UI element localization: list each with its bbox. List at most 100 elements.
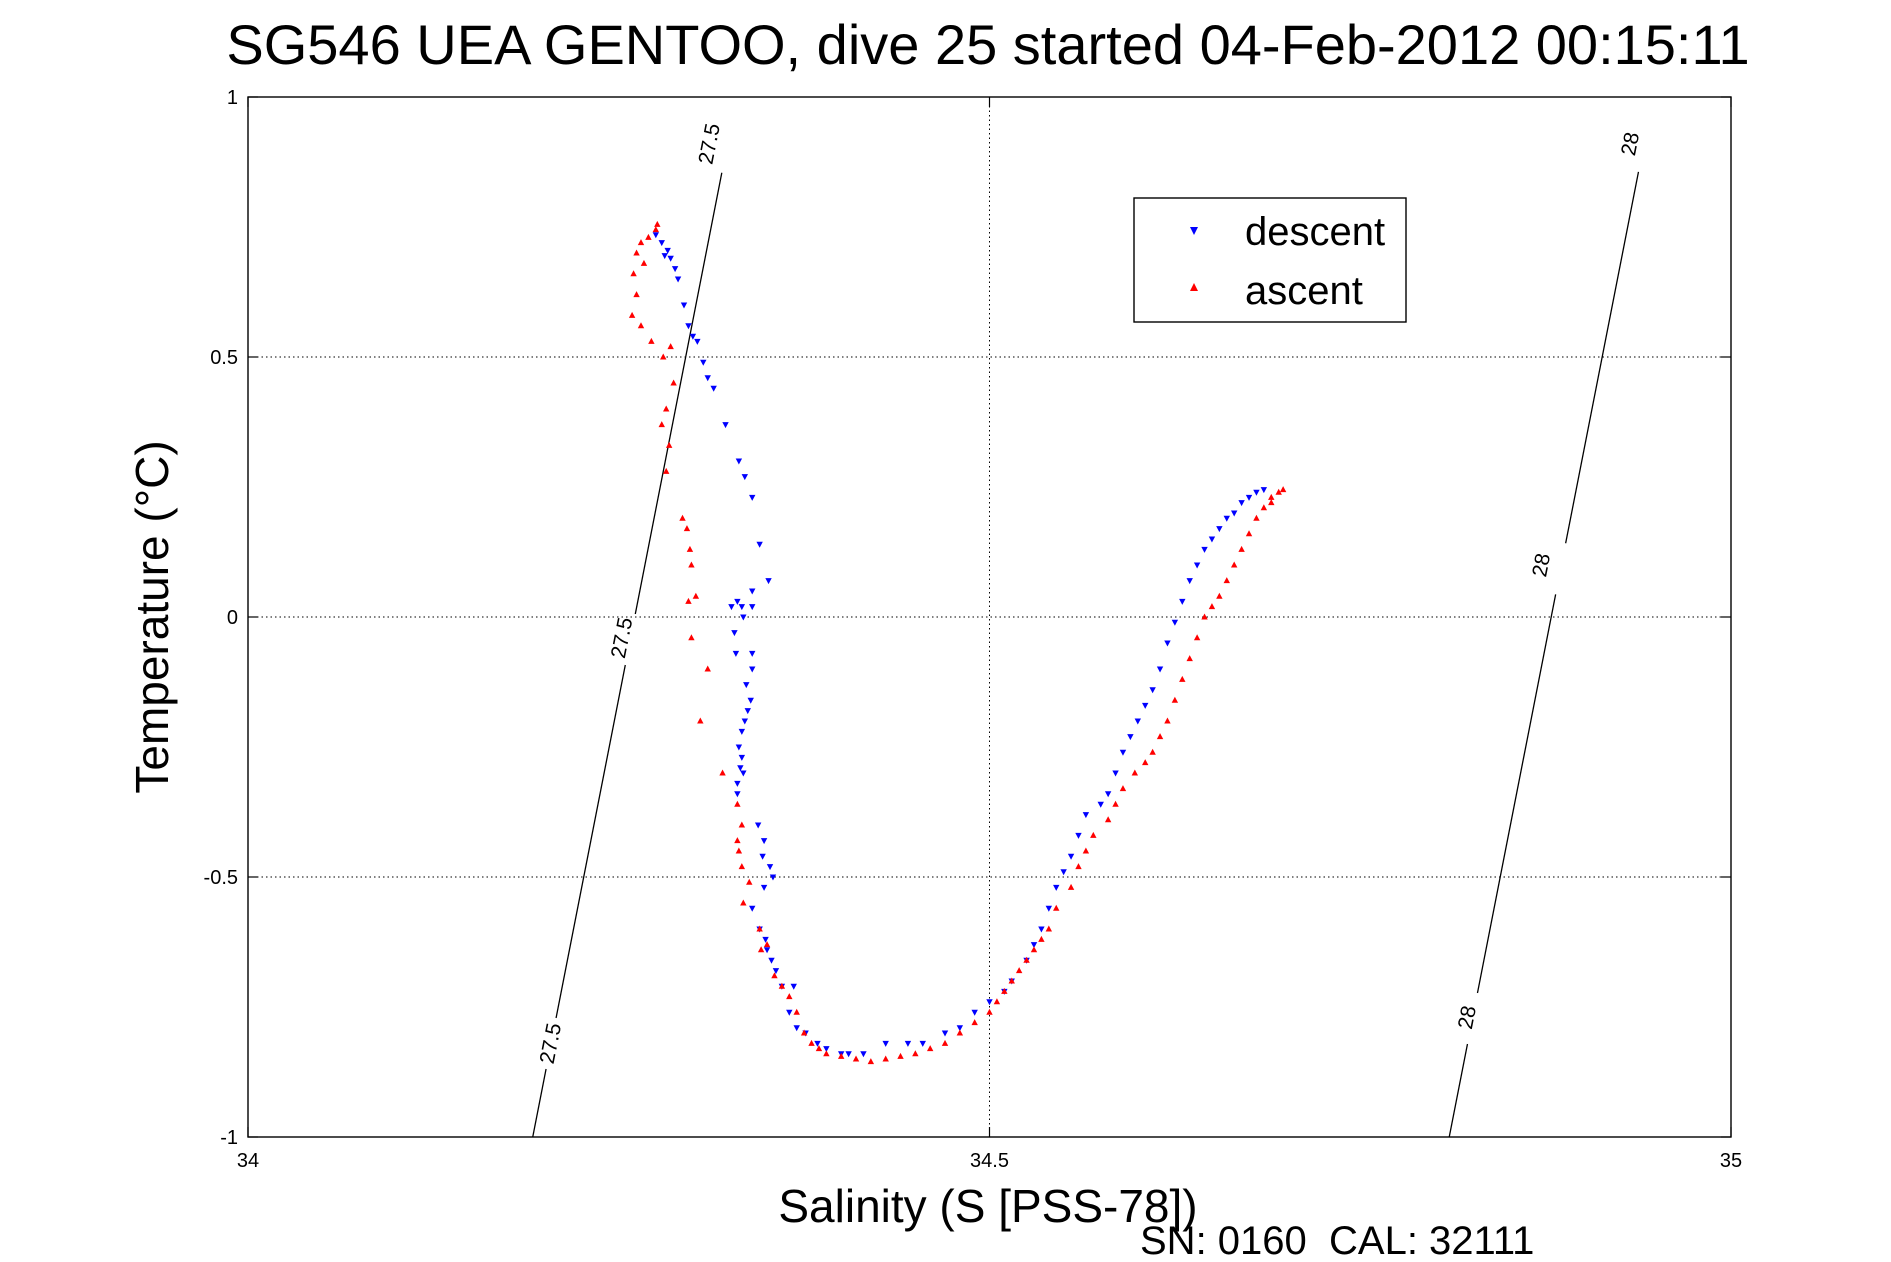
- descent-point: [664, 247, 671, 254]
- ascent-point: [1104, 816, 1112, 823]
- ascent-point: [971, 1019, 978, 1026]
- descent-point: [1082, 812, 1090, 819]
- ascent-point: [633, 291, 640, 298]
- ascent-point: [1001, 987, 1008, 994]
- tick-layer: 34 34.5 35 1 0.5 0 -0.5 -1: [204, 87, 1743, 1172]
- descent-point: [731, 630, 738, 637]
- descent-point: [671, 266, 679, 273]
- ascent-point: [763, 941, 771, 948]
- ascent-point: [648, 337, 655, 344]
- descent-point: [747, 697, 754, 704]
- descent-point: [971, 1009, 978, 1016]
- x-tick-label: 34: [237, 1150, 259, 1172]
- ascent-point: [692, 592, 700, 599]
- ascent-point: [838, 1052, 845, 1059]
- ascent-point: [1186, 655, 1193, 662]
- descent-point: [1179, 598, 1186, 605]
- ascent-point: [1201, 613, 1208, 620]
- ascent-point: [1279, 486, 1287, 493]
- ascent-point: [1275, 488, 1282, 495]
- ascent-point: [628, 311, 636, 318]
- ascent-point: [897, 1052, 904, 1059]
- descent-point: [756, 541, 763, 548]
- descent-point: [722, 422, 729, 429]
- legend-box: [1133, 197, 1407, 323]
- ascent-point: [1038, 935, 1045, 942]
- descent-point: [689, 333, 697, 340]
- ascent-point: [786, 993, 793, 1000]
- descent-point: [652, 232, 660, 239]
- density-contour-line: [1565, 171, 1640, 544]
- descent-point: [1142, 702, 1149, 709]
- ascent-point: [1164, 717, 1171, 724]
- ascent-point: [1082, 847, 1090, 854]
- descent-point: [1112, 770, 1119, 777]
- descent-point: [661, 253, 668, 260]
- ascent-point: [697, 717, 704, 724]
- ascent-point: [1268, 499, 1275, 506]
- ascent-point: [1179, 675, 1186, 682]
- ascent-point: [941, 1039, 949, 1046]
- descent-point: [1171, 619, 1179, 626]
- ascent-point: [683, 525, 691, 532]
- descent-point: [749, 604, 756, 611]
- descent-point: [754, 822, 762, 829]
- descent-point: [790, 983, 797, 990]
- legend-marker-descent: [1190, 227, 1198, 235]
- ascent-point: [637, 239, 645, 246]
- ascent-point: [1030, 946, 1038, 953]
- descent-point: [710, 385, 717, 392]
- descent-point: [1045, 905, 1053, 912]
- descent-point: [1104, 791, 1112, 798]
- ascent-point: [719, 769, 726, 776]
- ascent-point: [756, 925, 763, 932]
- descent-point: [1097, 801, 1104, 808]
- descent-point: [700, 359, 707, 366]
- descent-point: [768, 957, 775, 964]
- ascent-point: [1149, 748, 1156, 755]
- descent-point: [749, 588, 756, 595]
- descent-point: [1216, 526, 1223, 533]
- ascent-point: [1223, 577, 1230, 584]
- ascent-point: [757, 946, 765, 953]
- descent-point: [734, 791, 741, 798]
- ascent-point: [808, 1039, 815, 1046]
- ascent-point: [823, 1050, 830, 1057]
- descent-point: [1053, 884, 1060, 891]
- descent-point: [749, 905, 756, 912]
- y-tick-label: -1: [220, 1127, 238, 1149]
- ascent-point: [793, 1008, 800, 1015]
- descent-point: [728, 604, 735, 611]
- legend: descent ascent: [1133, 197, 1407, 323]
- descent-point: [1127, 734, 1134, 741]
- ascent-point: [1216, 592, 1223, 599]
- descent-point: [741, 474, 749, 481]
- ascent-point: [926, 1045, 934, 1052]
- descent-point: [1067, 853, 1075, 860]
- descent-point: [882, 1040, 889, 1047]
- y-tick-label: 0: [227, 607, 238, 629]
- descent-point: [763, 947, 771, 954]
- ascent-point: [663, 405, 670, 412]
- descent-point: [735, 744, 743, 751]
- ascent-point: [815, 1045, 823, 1052]
- descent-point: [1238, 500, 1245, 507]
- descent-point: [738, 754, 746, 761]
- ascent-point: [956, 1029, 964, 1036]
- y-tick-label: 0.5: [210, 347, 238, 369]
- ascent-point: [867, 1058, 875, 1065]
- legend-label-ascent: ascent: [1245, 269, 1363, 313]
- ascent-point: [735, 847, 743, 854]
- ascent-point: [652, 226, 660, 233]
- descent-point: [786, 1009, 793, 1016]
- y-tick-label: 1: [227, 87, 238, 109]
- ascent-point: [633, 249, 640, 256]
- descent-point: [749, 494, 756, 501]
- descent-point: [765, 578, 772, 585]
- descent-point: [760, 838, 768, 845]
- descent-point: [760, 884, 768, 891]
- descent-point: [1060, 869, 1067, 876]
- descent-point: [1245, 494, 1253, 501]
- descent-point: [680, 302, 688, 309]
